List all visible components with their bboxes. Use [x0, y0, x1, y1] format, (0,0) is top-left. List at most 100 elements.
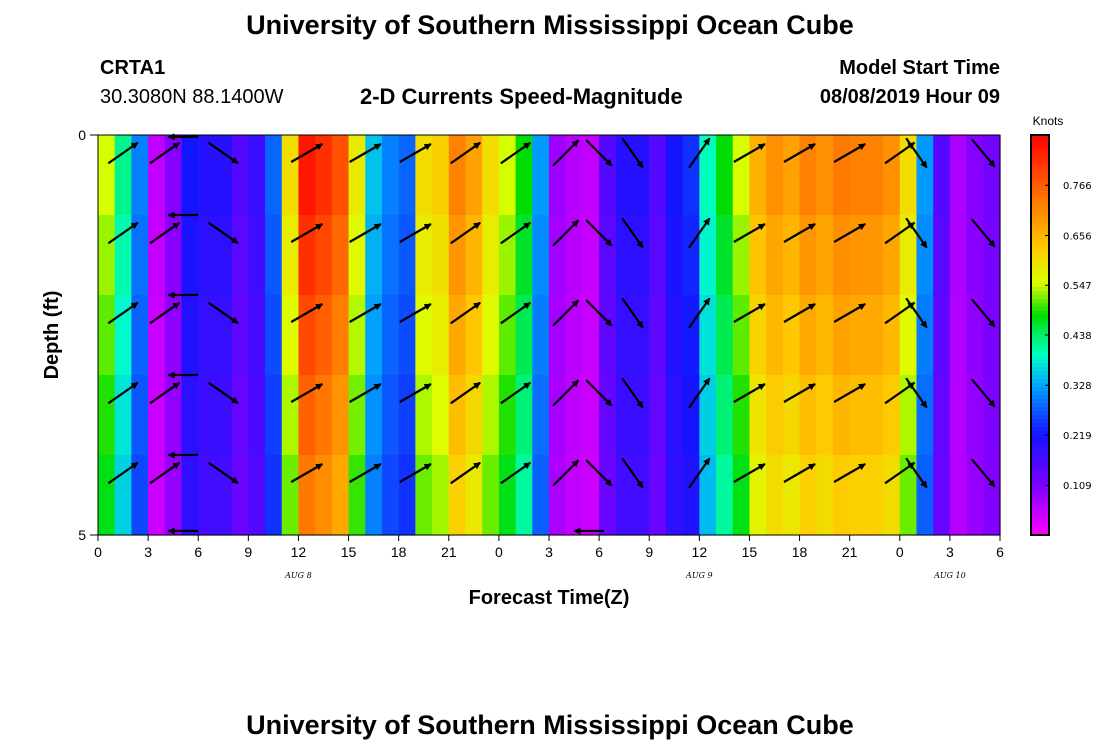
heatmap-cell [983, 455, 1001, 536]
heatmap-cell [949, 375, 968, 456]
colorbar-segment [1031, 447, 1049, 452]
heatmap-cell [348, 135, 366, 216]
current-arrow [833, 303, 866, 323]
colorbar-segment [1031, 315, 1049, 320]
heatmap-cell [849, 455, 867, 536]
heatmap-cell [983, 295, 1001, 376]
heatmap-cell [599, 215, 617, 296]
heatmap-cell [231, 215, 249, 296]
heatmap-cell [214, 375, 233, 456]
heatmap-cell [615, 375, 634, 456]
heatmap-cell [699, 375, 717, 456]
heatmap-cell [398, 135, 416, 216]
colorbar-segment [1031, 515, 1049, 520]
heatmap-cell [933, 135, 951, 216]
heatmap-cell [415, 215, 433, 296]
colorbar-segment [1031, 291, 1049, 296]
current-arrow [621, 297, 644, 329]
heatmap-cell [248, 455, 266, 536]
colorbar-segment [1031, 339, 1049, 344]
heatmap-cell [281, 215, 300, 296]
colorbar-segment [1031, 439, 1049, 444]
colorbar-segment [1031, 159, 1049, 164]
heatmap-cell [649, 135, 667, 216]
heatmap-cell [248, 295, 266, 376]
colorbar-segment [1031, 491, 1049, 496]
model-start-time: 08/08/2019 Hour 09 [819, 86, 1000, 108]
heatmap-cell [515, 215, 533, 296]
heatmap-cell [498, 455, 517, 536]
heatmap-cell [214, 215, 233, 296]
heatmap-cell [549, 135, 567, 216]
heatmap-cell [214, 455, 233, 536]
y-tick-label: 5 [78, 527, 86, 543]
footer-title: University of Southern Mississippi Ocean… [246, 710, 854, 740]
colorbar-segment [1031, 347, 1049, 352]
heatmap-cell [565, 455, 584, 536]
current-arrow [290, 463, 323, 483]
heatmap-cell [916, 375, 934, 456]
heatmap-cell [582, 215, 600, 296]
current-arrow [149, 381, 181, 405]
colorbar-segment [1031, 299, 1049, 304]
colorbar-segment [1031, 247, 1049, 252]
current-arrow [688, 457, 711, 489]
current-arrow [970, 378, 996, 408]
heatmap-cell [432, 215, 450, 296]
current-arrow [733, 143, 766, 163]
heatmap-cell [782, 135, 801, 216]
current-arrow [207, 461, 239, 485]
colorbar-segment [1031, 175, 1049, 180]
heatmap-cell [114, 455, 133, 536]
heatmap-cell [181, 375, 199, 456]
heatmap-cell [933, 295, 951, 376]
heatmap-cell [298, 215, 316, 296]
current-arrow [450, 461, 481, 485]
current-arrow [552, 459, 580, 487]
current-arrow [450, 141, 481, 165]
current-arrow [107, 381, 139, 405]
heatmap-cell [899, 455, 918, 536]
current-arrow [884, 141, 916, 165]
heatmap-cell [231, 375, 249, 456]
heatmap-cell [699, 215, 717, 296]
heatmap-cell [532, 215, 550, 296]
heatmap-cell [665, 135, 684, 216]
current-arrow [207, 141, 239, 165]
current-arrow [500, 301, 531, 325]
heatmap-cell [782, 295, 801, 376]
page-title: University of Southern Mississippi Ocean… [246, 10, 854, 40]
heatmap-cell [716, 455, 734, 536]
colorbar-segment [1031, 275, 1049, 280]
current-arrow [884, 301, 916, 325]
heatmap-cell [498, 375, 517, 456]
current-arrow [970, 458, 996, 488]
current-arrow [149, 461, 181, 485]
heatmap-cell [749, 455, 767, 536]
colorbar-tick-label: 0.219 [1063, 431, 1092, 442]
heatmap-cell [265, 375, 283, 456]
heatmap-cell [448, 375, 467, 456]
heatmap-cell [816, 135, 834, 216]
heatmap-cell [549, 375, 567, 456]
heatmap-cell [465, 135, 483, 216]
heatmap-cell [966, 375, 984, 456]
heatmap-cell [665, 215, 684, 296]
heatmap-cell [248, 215, 266, 296]
colorbar-segment [1031, 399, 1049, 404]
heatmap-cell [415, 295, 433, 376]
colorbar-segment [1031, 475, 1049, 480]
x-tick-label: 3 [144, 544, 152, 560]
heatmap-cell [883, 295, 901, 376]
heatmap-cell [248, 375, 266, 456]
heatmap-cell [933, 215, 951, 296]
heatmap-cell [565, 135, 584, 216]
heatmap-cell [398, 455, 416, 536]
heatmap-cell [615, 135, 634, 216]
current-arrow [621, 457, 644, 489]
current-arrow [970, 218, 996, 248]
heatmap-cell [265, 135, 283, 216]
colorbar-segment [1031, 179, 1049, 184]
heatmap-cell [766, 135, 784, 216]
colorbar-segment [1031, 191, 1049, 196]
